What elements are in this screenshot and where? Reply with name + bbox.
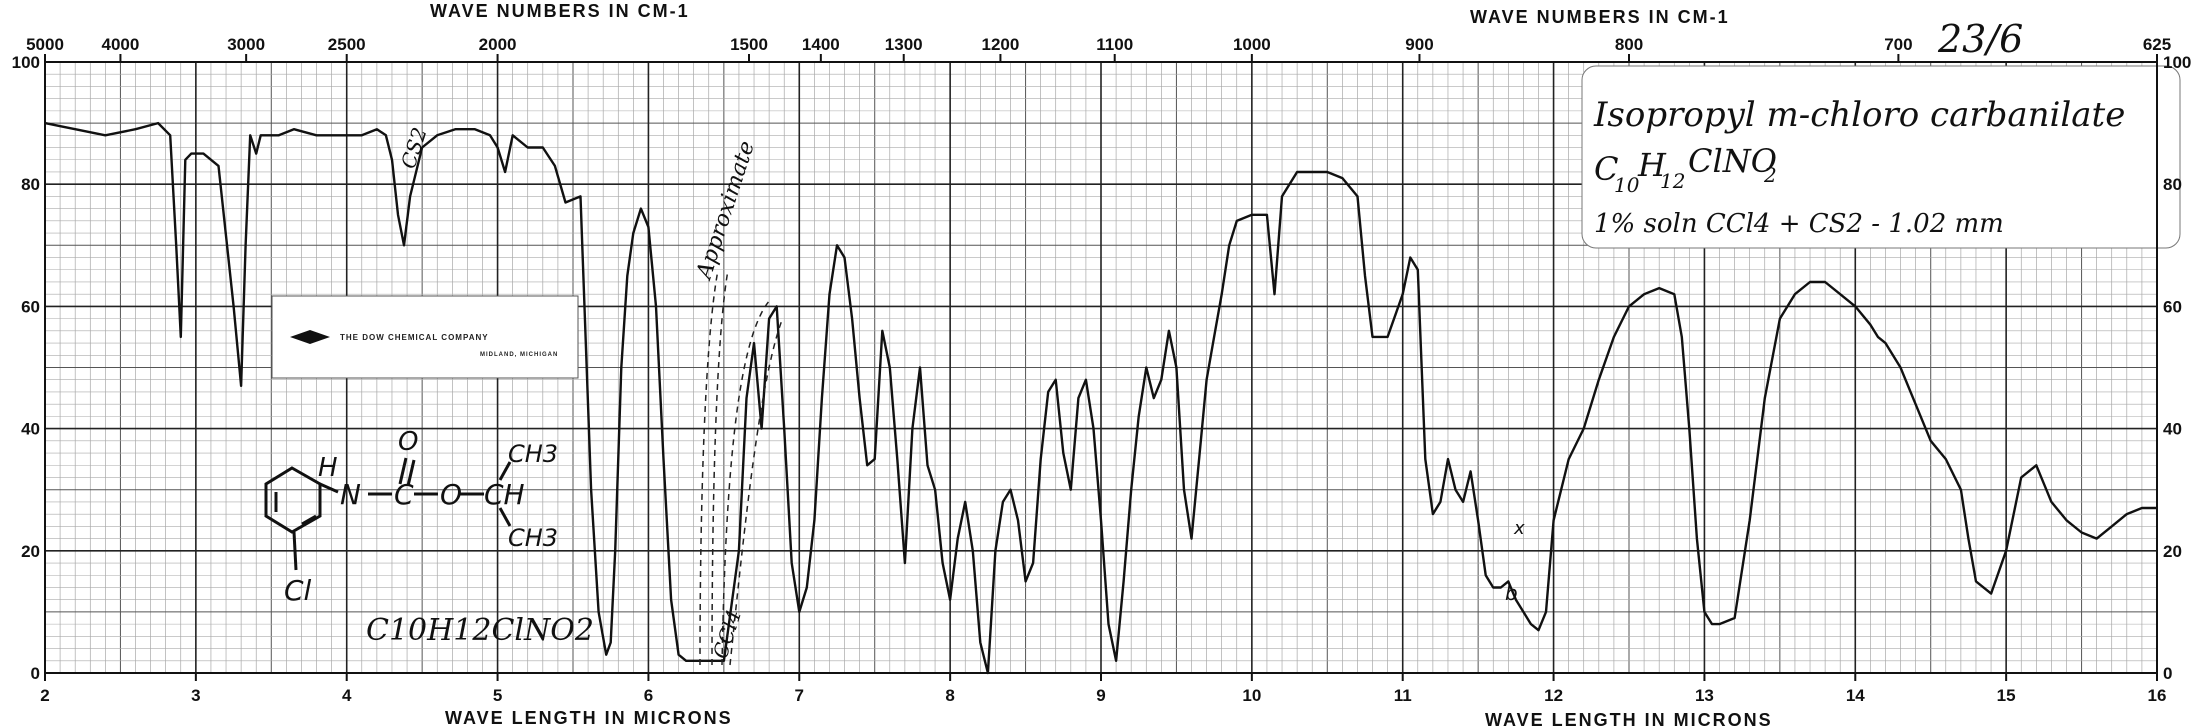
x-tick-label: 11 — [1394, 686, 1412, 705]
svg-text:10: 10 — [1614, 173, 1640, 197]
y-axis-right: 0 20 40 60 80 100 — [2163, 53, 2191, 683]
top-tick-label: 800 — [1615, 35, 1643, 54]
top-tick-label: 2500 — [328, 35, 366, 54]
top-tick-label: 1200 — [982, 35, 1020, 54]
x-tick-label: 5 — [493, 686, 502, 705]
svg-text:12: 12 — [1660, 169, 1685, 193]
svg-text:Cl: Cl — [284, 574, 312, 607]
svg-text:N: N — [340, 478, 361, 511]
dow-logo: THE DOW CHEMICAL COMPANY MIDLAND, MICHIG… — [271, 295, 579, 379]
structure-labels: O H N C O CH CH3 CH3 Cl C10H12ClNO2 — [284, 427, 594, 648]
top-tick-label: 1000 — [1233, 35, 1271, 54]
y-tick-label-left: 100 — [12, 53, 40, 72]
y-tick-label-left: 0 — [31, 664, 40, 683]
svg-text:C: C — [1594, 150, 1618, 188]
svg-text:O: O — [398, 427, 418, 457]
bottom-formula: C10H12ClNO2 — [366, 613, 594, 648]
x-axis-top: 5000 4000 3000 2500 2000 1500 1400 1300 1200 1100… — [26, 35, 2171, 62]
svg-text:CH3: CH3 — [508, 524, 558, 552]
x-tick-label: 13 — [1695, 686, 1714, 705]
svg-text:H: H — [318, 453, 338, 483]
y-tick-label-left: 40 — [21, 420, 40, 439]
y-tick-label-left: 80 — [21, 175, 40, 194]
svg-text:O: O — [440, 478, 462, 511]
top-tick-label: 1100 — [1096, 35, 1133, 54]
x-tick-label: 7 — [795, 686, 804, 705]
y-tick-label-right: 20 — [2163, 542, 2182, 561]
x-tick-label: 6 — [644, 686, 653, 705]
svg-text:CH3: CH3 — [508, 440, 558, 468]
svg-text:CH: CH — [484, 478, 525, 511]
top-axis-title-left: WAVE NUMBERS IN CM-1 — [430, 1, 690, 21]
top-tick-label: 4000 — [102, 35, 140, 54]
x-axis-bottom: 2 3 4 5 6 7 8 9 10 11 12 13 14 15 16 — [40, 673, 2166, 705]
x-tick-label: 8 — [945, 686, 954, 705]
top-tick-label: 625 — [2143, 35, 2171, 54]
x-tick-label: 16 — [2148, 686, 2167, 705]
x-tick-label: 15 — [1997, 686, 2016, 705]
svg-text:ClNO: ClNO — [1688, 142, 1777, 180]
svg-text:C: C — [394, 478, 414, 511]
peak-note-b: b — [1505, 581, 1518, 605]
approximate-dashed-region — [699, 269, 783, 666]
logo-location-text: MIDLAND, MICHIGAN — [480, 352, 558, 358]
chemical-structure — [264, 457, 512, 571]
annotation-box — [1581, 65, 2181, 249]
top-tick-label: 3000 — [227, 35, 265, 54]
top-tick-label: 1400 — [802, 35, 840, 54]
logo-company-text: THE DOW CHEMICAL COMPANY — [340, 333, 489, 342]
x-tick-label: 4 — [342, 686, 352, 705]
top-tick-label: 2000 — [479, 35, 517, 54]
svg-text:2: 2 — [1763, 163, 1777, 187]
formula-handwritten: C 10 H 12 ClNO 2 — [1594, 142, 1777, 197]
y-tick-label-right: 80 — [2163, 175, 2182, 194]
top-tick-label: 700 — [1884, 35, 1912, 54]
top-tick-label: 1300 — [885, 35, 923, 54]
x-tick-label: 9 — [1096, 686, 1105, 705]
x-tick-label: 3 — [191, 686, 200, 705]
bottom-axis-title-left: WAVE LENGTH IN MICRONS — [445, 708, 733, 728]
svg-text:H: H — [1637, 146, 1667, 184]
y-tick-label-left: 20 — [21, 542, 40, 561]
top-tick-label: 900 — [1405, 35, 1433, 54]
y-tick-label-left: 60 — [21, 297, 40, 316]
catalog-number: 23/6 — [1937, 17, 2023, 61]
x-tick-label: 2 — [40, 686, 49, 705]
top-tick-label: 1500 — [730, 35, 768, 54]
x-tick-label: 14 — [1846, 686, 1865, 705]
x-tick-label: 10 — [1242, 686, 1261, 705]
y-tick-label-right: 40 — [2163, 420, 2182, 439]
top-tick-label: 5000 — [26, 35, 64, 54]
x-tick-label: 12 — [1544, 686, 1563, 705]
spectrum-line — [44, 121, 2157, 675]
compound-name: Isopropyl m-chloro carbanilate — [1593, 95, 2125, 135]
peak-note-x: x — [1513, 518, 1525, 539]
bottom-axis-title-right: WAVE LENGTH IN MICRONS — [1485, 710, 1773, 728]
top-axis-title-right: WAVE NUMBERS IN CM-1 — [1470, 7, 1730, 27]
y-axis-left: 0 20 40 60 80 100 — [12, 53, 40, 683]
conditions-note: 1% soln CCl4 + CS2 - 1.02 mm — [1594, 209, 2004, 239]
y-tick-label-right: 0 — [2163, 664, 2172, 683]
y-tick-label-right: 60 — [2163, 297, 2182, 316]
y-tick-label-right: 100 — [2163, 53, 2191, 72]
